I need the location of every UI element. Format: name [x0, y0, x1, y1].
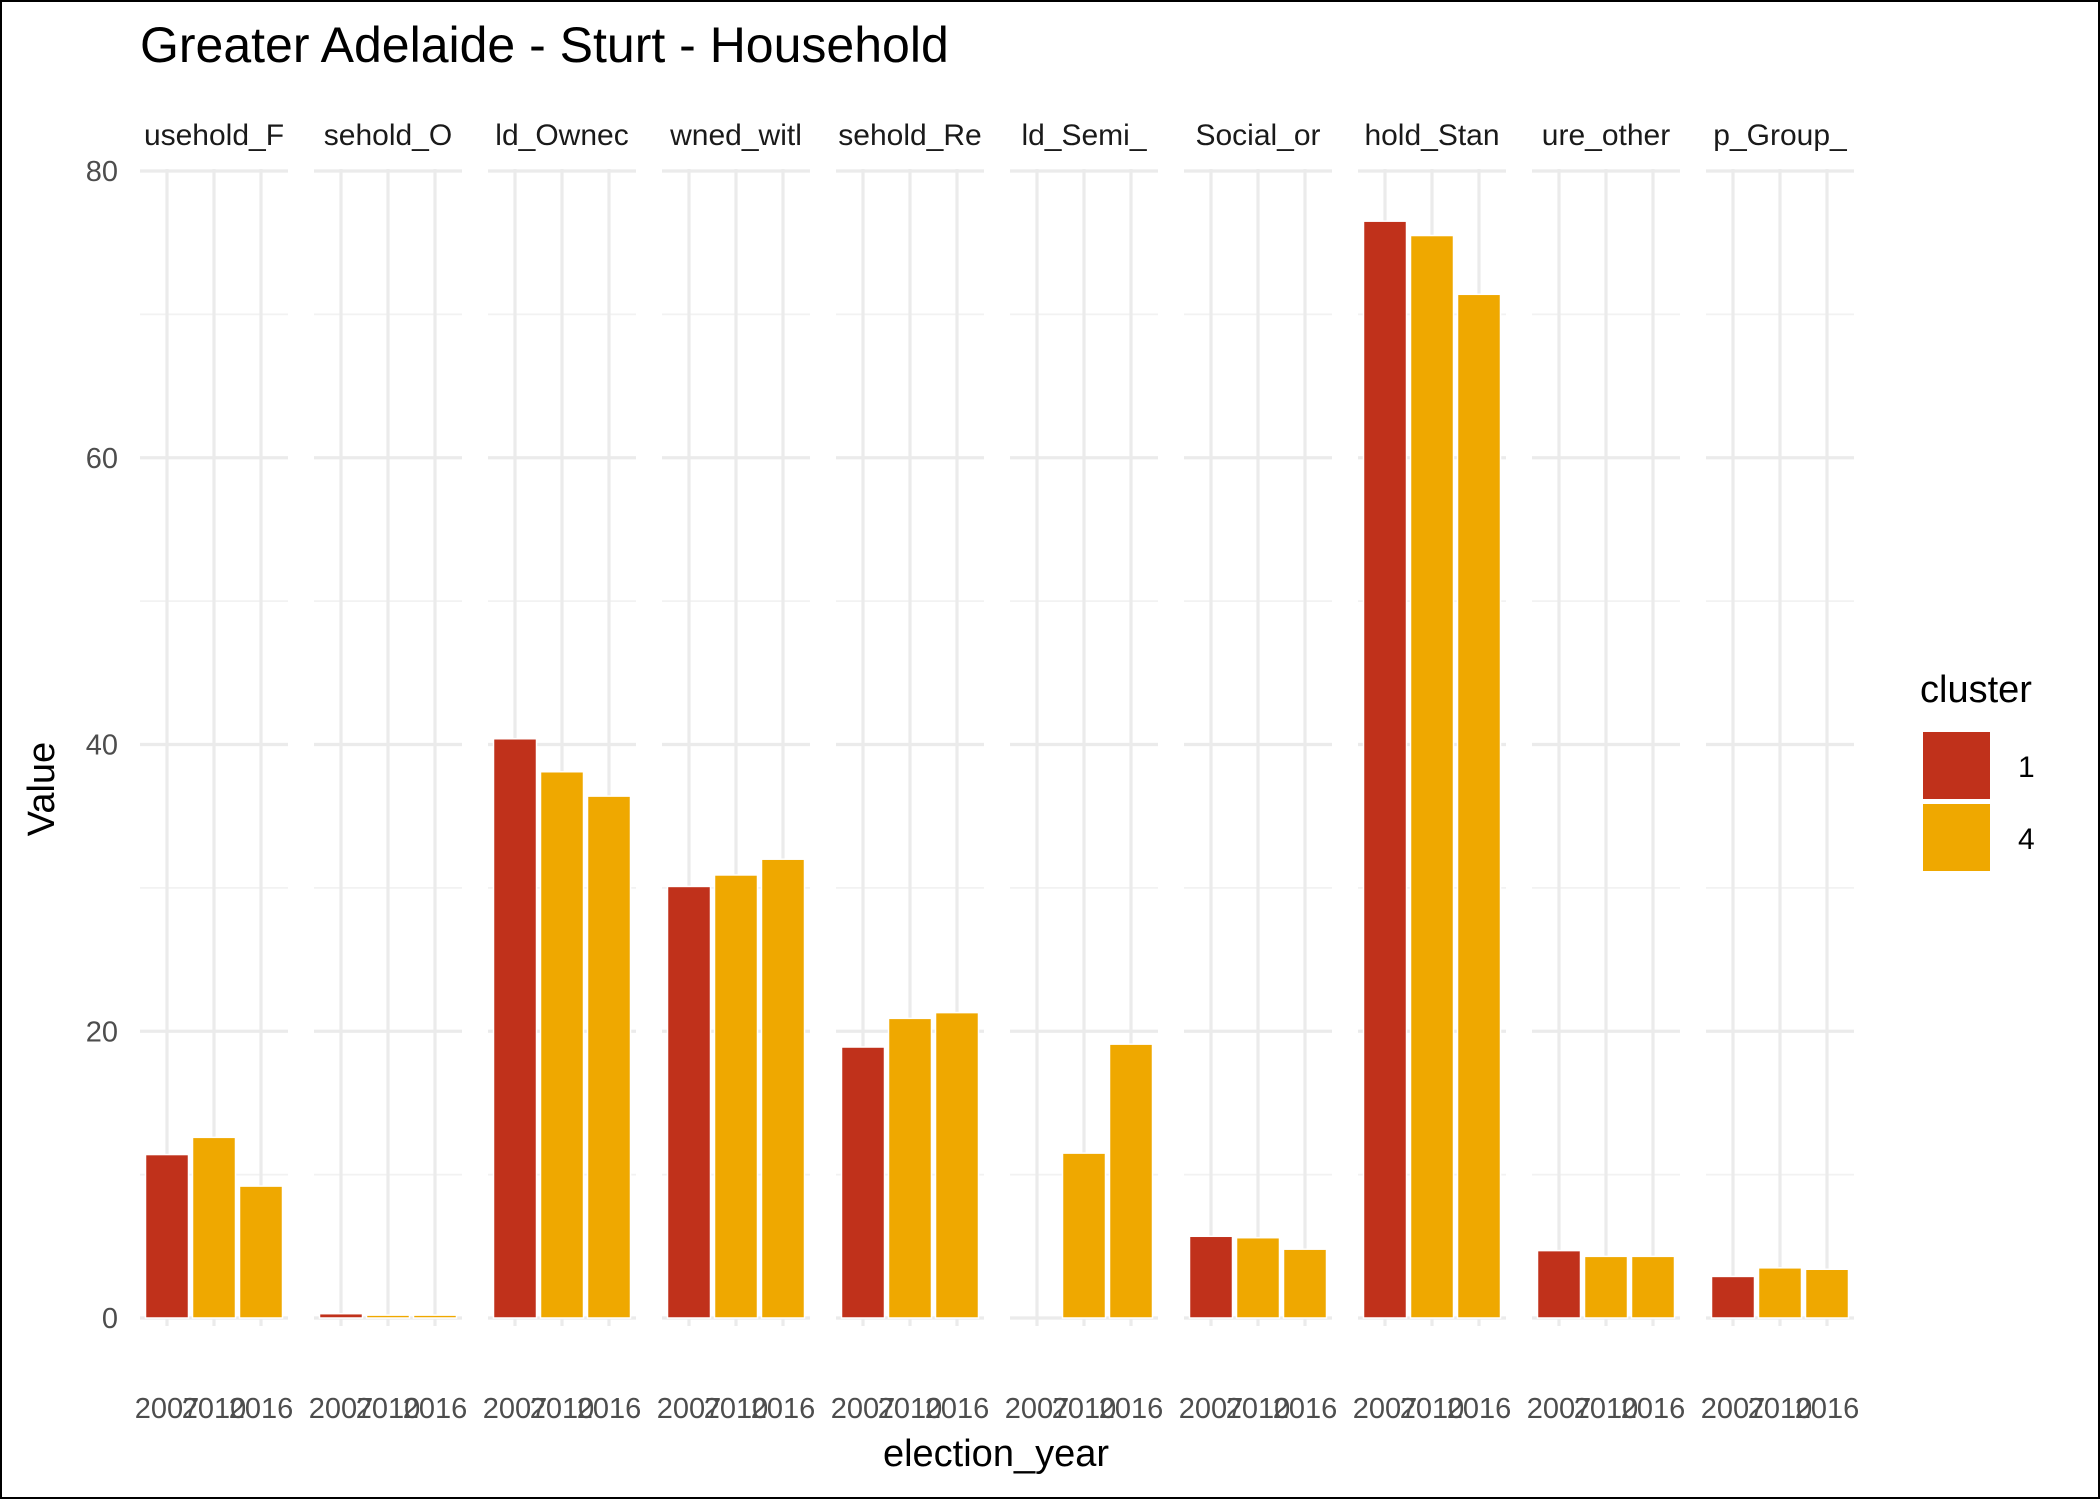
- facet-8-bar-2010: [1409, 234, 1455, 1319]
- legend-label-cluster-1: 1: [2018, 751, 2035, 784]
- facet-3-x-tick-2007: 2007: [483, 1393, 548, 1425]
- facet-panels: usehold_F200720102016sehold_O20072010201…: [135, 119, 1860, 1425]
- facet-6-bar-2010: [1061, 1152, 1107, 1319]
- facet-8-strip-label: hold_Stan: [1364, 119, 1499, 152]
- facet-6-x-tick-2016: 2016: [1099, 1393, 1164, 1425]
- y-tick-label: 20: [86, 1016, 118, 1048]
- facet-3-bar-2007: [492, 738, 538, 1319]
- facet-2-x-tick-2010: 2010: [356, 1393, 421, 1425]
- facet-1-bar-2016: [238, 1185, 284, 1319]
- y-axis: 0 20 40 60 80: [86, 156, 118, 1335]
- facet-7-bar-2010: [1235, 1236, 1281, 1319]
- facet-7-bar-2007: [1188, 1235, 1234, 1319]
- facet-6-x-tick-2007: 2007: [1005, 1393, 1070, 1425]
- facet-2-x-tick-2007: 2007: [309, 1393, 374, 1425]
- facet-10-x-tick-2010: 2010: [1748, 1393, 1813, 1425]
- facet-2-x-tick-2016: 2016: [403, 1393, 468, 1425]
- facet-4-x-tick-2007: 2007: [657, 1393, 722, 1425]
- facet-6-bar-2016: [1108, 1043, 1154, 1319]
- facet-2-strip-label: sehold_O: [324, 119, 452, 152]
- facet-4-strip-label: wned_witl: [669, 119, 802, 152]
- facet-10-bar-2016: [1804, 1268, 1850, 1319]
- facet-5-x-tick-2007: 2007: [831, 1393, 896, 1425]
- facet-8-bar-2007: [1362, 220, 1408, 1319]
- legend-swatch-cluster-1: [1923, 732, 1990, 799]
- facet-3-x-tick-2016: 2016: [577, 1393, 642, 1425]
- facet-7-x-tick-2016: 2016: [1273, 1393, 1338, 1425]
- facet-7-x-tick-2010: 2010: [1226, 1393, 1291, 1425]
- facet-4-bar-2007: [666, 885, 712, 1319]
- facet-5-x-tick-2010: 2010: [878, 1393, 943, 1425]
- facet-6-x-tick-2010: 2010: [1052, 1393, 1117, 1425]
- legend-swatch-cluster-4: [1923, 804, 1990, 871]
- y-tick-label: 0: [102, 1303, 118, 1335]
- facet-10-strip-label: p_Group_: [1713, 119, 1848, 152]
- facet-4-x-tick-2010: 2010: [704, 1393, 769, 1425]
- facet-9-strip-label: ure_other: [1542, 119, 1670, 152]
- facet-1-strip-label: usehold_F: [144, 119, 284, 152]
- facet-9-bar-2007: [1536, 1249, 1582, 1319]
- facet-8-bar-2016: [1456, 293, 1502, 1319]
- facet-9-bar-2010: [1583, 1255, 1629, 1319]
- facet-4-x-tick-2016: 2016: [751, 1393, 816, 1425]
- facet-8-x-tick-2010: 2010: [1400, 1393, 1465, 1425]
- x-axis-title: election_year: [883, 1433, 1109, 1475]
- facet-10-bar-2010: [1757, 1267, 1803, 1319]
- facet-8-x-tick-2016: 2016: [1447, 1393, 1512, 1425]
- facet-1-bar-2007: [144, 1153, 190, 1319]
- facet-6-strip-label: ld_Semi_: [1021, 119, 1147, 152]
- facet-1-x-tick-2007: 2007: [135, 1393, 200, 1425]
- facet-7-bar-2016: [1282, 1248, 1328, 1319]
- y-tick-label: 40: [86, 730, 118, 762]
- facet-2-bar-2010: [365, 1314, 411, 1319]
- legend-label-cluster-4: 4: [2018, 823, 2035, 856]
- facet-5-bar-2007: [840, 1046, 886, 1319]
- y-tick-label: 60: [86, 443, 118, 475]
- facet-2-bar-2016: [412, 1314, 458, 1319]
- facet-9-x-tick-2010: 2010: [1574, 1393, 1639, 1425]
- facet-1-bar-2010: [191, 1136, 237, 1319]
- facet-4-bar-2016: [760, 858, 806, 1319]
- legend: cluster 1 4: [1920, 669, 2035, 871]
- facet-3-strip-label: ld_Ownec: [495, 119, 628, 152]
- facet-5-strip-label: sehold_Re: [838, 119, 981, 152]
- facet-3-bar-2010: [539, 770, 585, 1319]
- facet-10-bar-2007: [1710, 1275, 1756, 1319]
- facet-9-x-tick-2016: 2016: [1621, 1393, 1686, 1425]
- facet-1-x-tick-2010: 2010: [182, 1393, 247, 1425]
- facet-5-x-tick-2016: 2016: [925, 1393, 990, 1425]
- y-tick-label: 80: [86, 156, 118, 188]
- facet-2-bar-2007: [318, 1312, 364, 1319]
- facet-10-x-tick-2007: 2007: [1701, 1393, 1766, 1425]
- facet-7-x-tick-2007: 2007: [1179, 1393, 1244, 1425]
- facet-10-x-tick-2016: 2016: [1795, 1393, 1860, 1425]
- facet-9-x-tick-2007: 2007: [1527, 1393, 1592, 1425]
- facet-8-x-tick-2007: 2007: [1353, 1393, 1418, 1425]
- legend-title: cluster: [1920, 669, 2032, 711]
- facet-3-bar-2016: [586, 795, 632, 1319]
- chart-title: Greater Adelaide - Sturt - Household: [140, 17, 949, 73]
- facet-9-bar-2016: [1630, 1255, 1676, 1319]
- facet-5-bar-2016: [934, 1011, 980, 1319]
- facet-1-x-tick-2016: 2016: [229, 1393, 294, 1425]
- facet-7-strip-label: Social_or: [1195, 119, 1320, 152]
- facet-4-bar-2010: [713, 874, 759, 1319]
- y-axis-title: Value: [21, 742, 63, 836]
- facet-5-bar-2010: [887, 1017, 933, 1319]
- facet-3-x-tick-2010: 2010: [530, 1393, 595, 1425]
